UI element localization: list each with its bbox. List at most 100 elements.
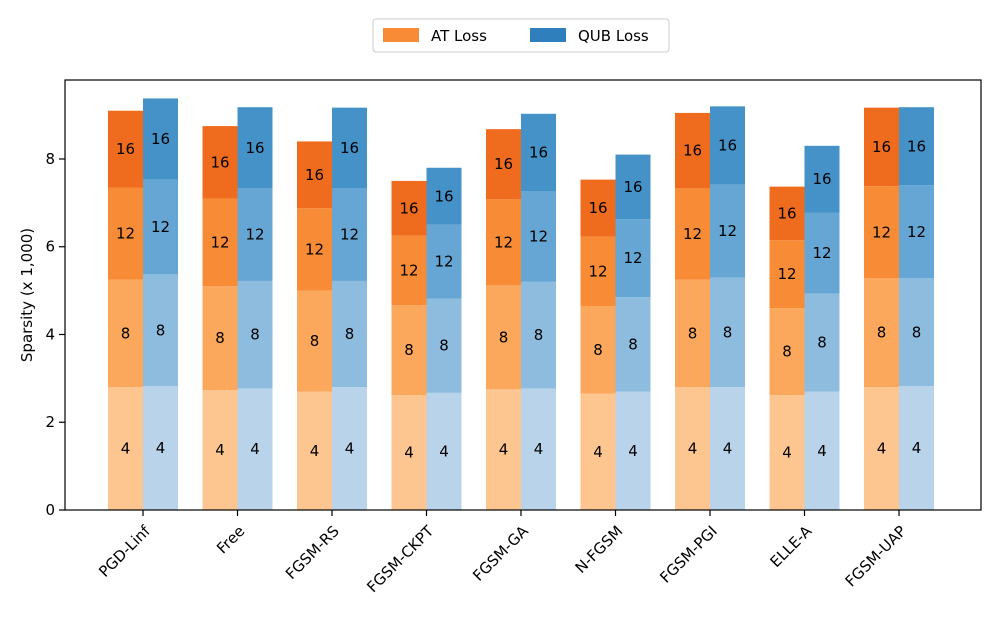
bar-at-loss-free-seg-4 [202, 390, 238, 510]
bar-qub-loss-fgsm-ckpt-seg-16 [426, 167, 462, 225]
plot-frame [64, 79, 982, 511]
segment-label-at-loss-n-fgsm-8: 8 [593, 341, 603, 359]
y-tick-label: 4 [45, 325, 55, 343]
segment-label-qub-loss-fgsm-ckpt-8: 8 [439, 337, 449, 355]
segment-label-qub-loss-elle-a-8: 8 [817, 334, 827, 352]
segment-label-at-loss-elle-a-12: 12 [777, 265, 796, 283]
segment-label-at-loss-free-12: 12 [210, 233, 229, 251]
segment-label-at-loss-pgd-linf-4: 4 [121, 440, 131, 458]
bar-at-loss-free-seg-16 [202, 126, 238, 199]
bar-qub-loss-fgsm-ga-seg-4 [521, 388, 556, 510]
y-tick-label: 0 [45, 501, 55, 519]
bar-at-loss-fgsm-ckpt-seg-12 [391, 235, 427, 306]
segment-label-qub-loss-fgsm-pgi-16: 16 [718, 136, 737, 154]
bar-qub-loss-n-fgsm-seg-4 [615, 391, 651, 510]
segment-label-qub-loss-fgsm-ga-4: 4 [534, 440, 544, 458]
segment-label-qub-loss-fgsm-pgi-4: 4 [723, 440, 733, 458]
segment-label-at-loss-pgd-linf-8: 8 [121, 324, 131, 342]
bar-qub-loss-fgsm-ckpt-seg-4 [426, 392, 462, 510]
legend: AT Loss QUB Loss [372, 18, 670, 53]
segment-label-qub-loss-fgsm-ckpt-12: 12 [434, 253, 453, 271]
bar-qub-loss-fgsm-rs-seg-16 [332, 107, 367, 189]
segment-label-qub-loss-n-fgsm-4: 4 [628, 442, 638, 460]
segment-label-at-loss-fgsm-pgi-4: 4 [688, 440, 698, 458]
segment-label-qub-loss-fgsm-ckpt-4: 4 [439, 442, 449, 460]
segment-label-at-loss-fgsm-uap-12: 12 [872, 223, 891, 241]
segment-label-at-loss-fgsm-ga-8: 8 [499, 328, 509, 346]
legend-label-qub-loss: QUB Loss [578, 27, 649, 45]
segment-label-qub-loss-n-fgsm-12: 12 [623, 249, 642, 267]
segment-label-qub-loss-fgsm-rs-4: 4 [345, 440, 355, 458]
segment-label-at-loss-fgsm-ckpt-12: 12 [399, 261, 418, 279]
bar-qub-loss-fgsm-uap-seg-16 [899, 107, 934, 186]
x-tick-label-fgsm-rs: FGSM-RS [282, 522, 343, 583]
bar-at-loss-n-fgsm-seg-12 [580, 236, 616, 306]
segment-label-qub-loss-free-16: 16 [245, 139, 264, 157]
bar-qub-loss-free-seg-12 [237, 188, 273, 281]
bar-at-loss-n-fgsm-seg-8 [580, 305, 616, 394]
bar-at-loss-elle-a-seg-8 [769, 308, 805, 396]
bar-qub-loss-fgsm-pgi-seg-4 [710, 387, 745, 510]
bar-at-loss-fgsm-uap-seg-16 [864, 107, 899, 187]
segment-label-at-loss-free-16: 16 [210, 153, 229, 171]
segment-label-at-loss-fgsm-uap-8: 8 [877, 324, 887, 342]
segment-label-qub-loss-pgd-linf-16: 16 [151, 130, 170, 148]
bar-qub-loss-pgd-linf-seg-8 [143, 274, 178, 387]
bar-at-loss-free-seg-8 [202, 286, 238, 391]
y-axis: 0 2 4 6 8 [45, 150, 65, 519]
bar-qub-loss-fgsm-ckpt-seg-12 [426, 224, 462, 299]
bar-qub-loss-fgsm-rs-seg-12 [332, 188, 367, 281]
segment-label-qub-loss-pgd-linf-8: 8 [156, 321, 166, 339]
segment-label-at-loss-pgd-linf-16: 16 [116, 140, 135, 158]
bar-at-loss-n-fgsm-seg-4 [580, 393, 616, 510]
x-tick-label-fgsm-ga: FGSM-GA [469, 522, 532, 585]
bar-at-loss-fgsm-ckpt-seg-16 [391, 180, 427, 236]
segment-label-qub-loss-fgsm-pgi-8: 8 [723, 323, 733, 341]
bar-at-loss-n-fgsm-seg-16 [580, 179, 616, 237]
bar-qub-loss-fgsm-pgi-seg-8 [710, 277, 745, 388]
segment-label-at-loss-fgsm-ckpt-16: 16 [399, 199, 418, 217]
y-tick-label: 6 [45, 238, 55, 256]
segment-label-qub-loss-elle-a-4: 4 [817, 442, 827, 460]
bar-at-loss-fgsm-ga-seg-16 [486, 129, 521, 200]
segment-label-at-loss-elle-a-16: 16 [777, 204, 796, 222]
bar-qub-loss-fgsm-rs-seg-8 [332, 280, 367, 388]
segment-label-at-loss-elle-a-8: 8 [782, 343, 792, 361]
bar-qub-loss-free-seg-4 [237, 388, 273, 510]
bar-at-loss-fgsm-ga-seg-12 [486, 199, 521, 286]
bar-at-loss-fgsm-ckpt-seg-8 [391, 305, 427, 396]
segment-label-at-loss-n-fgsm-4: 4 [593, 443, 603, 461]
segment-label-qub-loss-fgsm-pgi-12: 12 [718, 222, 737, 240]
segment-label-at-loss-n-fgsm-12: 12 [588, 262, 607, 280]
bar-at-loss-fgsm-ga-seg-8 [486, 285, 521, 390]
segment-label-at-loss-free-4: 4 [215, 441, 225, 459]
bar-qub-loss-elle-a-seg-4 [804, 391, 840, 510]
segment-label-qub-loss-n-fgsm-16: 16 [623, 178, 642, 196]
legend-label-at-loss: AT Loss [431, 27, 487, 45]
bar-qub-loss-elle-a-seg-12 [804, 212, 840, 294]
bar-at-loss-fgsm-pgi-seg-8 [675, 279, 710, 388]
segment-label-qub-loss-fgsm-uap-16: 16 [907, 137, 926, 155]
bar-at-loss-fgsm-rs-seg-16 [297, 141, 332, 209]
bar-qub-loss-elle-a-seg-16 [804, 145, 840, 213]
segment-label-at-loss-fgsm-ga-4: 4 [499, 441, 509, 459]
bar-qub-loss-fgsm-ckpt-seg-8 [426, 298, 462, 393]
bar-qub-loss-fgsm-uap-seg-4 [899, 386, 934, 510]
bar-at-loss-fgsm-uap-seg-8 [864, 278, 899, 388]
segment-label-qub-loss-free-8: 8 [250, 326, 260, 344]
bar-at-loss-pgd-linf-seg-8 [108, 279, 143, 388]
segment-label-at-loss-fgsm-ga-12: 12 [494, 233, 513, 251]
bar-qub-loss-free-seg-16 [237, 107, 273, 189]
legend-swatch-qub-loss [530, 28, 566, 42]
bars-layer [108, 98, 934, 510]
segment-label-qub-loss-fgsm-rs-8: 8 [345, 325, 355, 343]
segment-label-qub-loss-fgsm-uap-12: 12 [907, 223, 926, 241]
segment-label-at-loss-fgsm-uap-16: 16 [872, 138, 891, 156]
bar-qub-loss-fgsm-ga-seg-16 [521, 113, 556, 192]
bar-at-loss-fgsm-rs-seg-4 [297, 391, 332, 510]
legend-swatch-at-loss [383, 28, 419, 42]
bar-qub-loss-fgsm-ga-seg-12 [521, 191, 556, 282]
bar-qub-loss-n-fgsm-seg-12 [615, 219, 651, 298]
segment-label-at-loss-fgsm-pgi-12: 12 [683, 225, 702, 243]
